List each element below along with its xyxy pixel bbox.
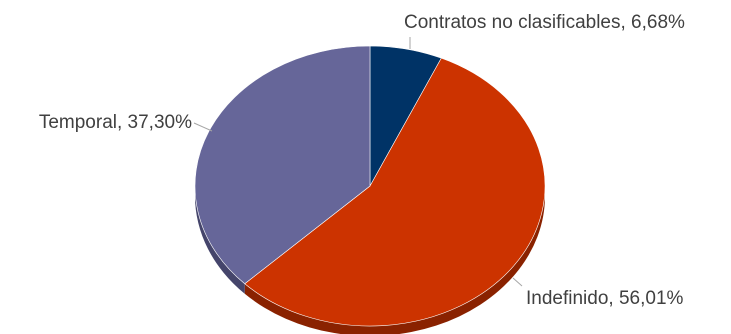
pie-depth [195, 186, 545, 334]
pie-side-temporal [195, 186, 245, 294]
leader-line-indefinido [512, 277, 523, 287]
pie-slices [194, 45, 546, 327]
data-label-temporal: Temporal, 37,30% [39, 112, 192, 133]
data-label-contratos-no-clasificables: Contratos no clasificables, 6,68% [404, 12, 685, 33]
data-labels: Contratos no clasificables, 6,68% Indefi… [39, 12, 685, 309]
pie-slice-temporal [194, 45, 371, 285]
leader-line-temporal [193, 122, 213, 132]
leader-lines [193, 37, 523, 287]
data-label-indefinido: Indefinido, 56,01% [526, 288, 684, 309]
pie-slice-indefinido [244, 57, 546, 327]
